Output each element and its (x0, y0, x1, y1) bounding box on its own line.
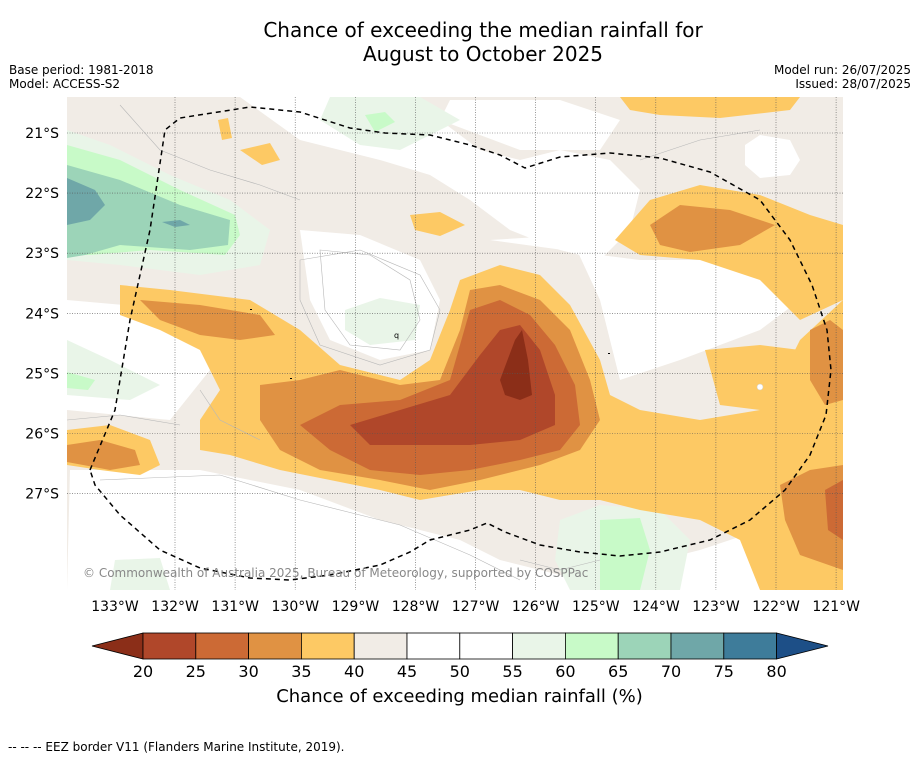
longitude-labels: 133°W 132°W 131°W 130°W 129°W 128°W 127°W 126°W… (91, 599, 860, 615)
stray-label: q (394, 331, 399, 340)
latitude-labels: 21°S 22°S 23°S 24°S 25°S 26°S 27°S (25, 126, 59, 503)
colorbar-tick-label: 75 (714, 662, 734, 681)
map-title: Chance of exceeding the median rainfall … (0, 18, 919, 66)
colorbar-tick-label: 30 (238, 662, 258, 681)
title-line-2: August to October 2025 (362, 42, 604, 66)
lon-label: 129°W (332, 599, 380, 615)
colorbar-tick-label: 60 (555, 662, 575, 681)
colorbar-tick-label: 55 (502, 662, 522, 681)
colorbar-tick-label: 45 (397, 662, 417, 681)
colorbar-tick-label: 25 (186, 662, 206, 681)
lon-label: 122°W (752, 599, 800, 615)
copyright: © Commonwealth of Australia 2025, Bureau… (83, 566, 588, 580)
lat-label: 21°S (25, 126, 59, 142)
colorbar-tick-label: 80 (766, 662, 786, 681)
lat-label: 27°S (25, 487, 59, 503)
colorbar-tick-label: 35 (291, 662, 311, 681)
graticule (67, 97, 843, 590)
issued-date: Issued: 28/07/2025 (795, 77, 911, 91)
eez-border (89, 106, 832, 581)
lon-label: 131°W (211, 599, 259, 615)
colorbar-tick-label: 20 (133, 662, 153, 681)
colorbar-tick-label: 40 (344, 662, 364, 681)
meta-left: Base period: 1981-2018 Model: ACCESS-S2 (9, 63, 154, 91)
lon-label: 121°W (812, 599, 860, 615)
title-line-1: Chance of exceeding the median rainfall … (263, 18, 703, 42)
footnote: -- -- -- EEZ border V11 (Flanders Marine… (8, 740, 345, 754)
rainfall-map: q © Commonwealth of Australia 2025, Bure… (25, 97, 860, 615)
colorbar-label: Chance of exceeding median rainfall (%) (276, 686, 643, 707)
lon-label: 130°W (272, 599, 320, 615)
lon-label: 124°W (632, 599, 680, 615)
model-run: Model run: 26/07/2025 (773, 63, 911, 77)
colorbar-tick-label: 70 (661, 662, 681, 681)
base-period: Base period: 1981-2018 (9, 63, 154, 77)
lon-label: 133°W (91, 599, 139, 615)
lat-label: 26°S (25, 427, 59, 443)
colorbar-tick-label: 65 (608, 662, 628, 681)
lon-label: 126°W (512, 599, 560, 615)
lat-label: 23°S (25, 246, 59, 262)
lon-label: 123°W (692, 599, 740, 615)
lon-label: 132°W (151, 599, 199, 615)
map-area: q © Commonwealth of Australia 2025, Bure… (67, 97, 843, 590)
lat-label: 25°S (25, 366, 59, 382)
lat-label: 22°S (25, 186, 59, 202)
model-name: Model: ACCESS-S2 (9, 77, 121, 91)
meta-right: Model run: 26/07/2025 Issued: 28/07/2025 (774, 63, 911, 91)
lon-label: 125°W (572, 599, 620, 615)
lon-label: 127°W (452, 599, 500, 615)
colorbar-ticks: 20 25 30 35 40 45 50 55 60 65 70 75 80 (133, 662, 787, 681)
colorbar-tick-label: 50 (450, 662, 470, 681)
lon-label: 128°W (392, 599, 440, 615)
lat-label: 24°S (25, 306, 59, 322)
